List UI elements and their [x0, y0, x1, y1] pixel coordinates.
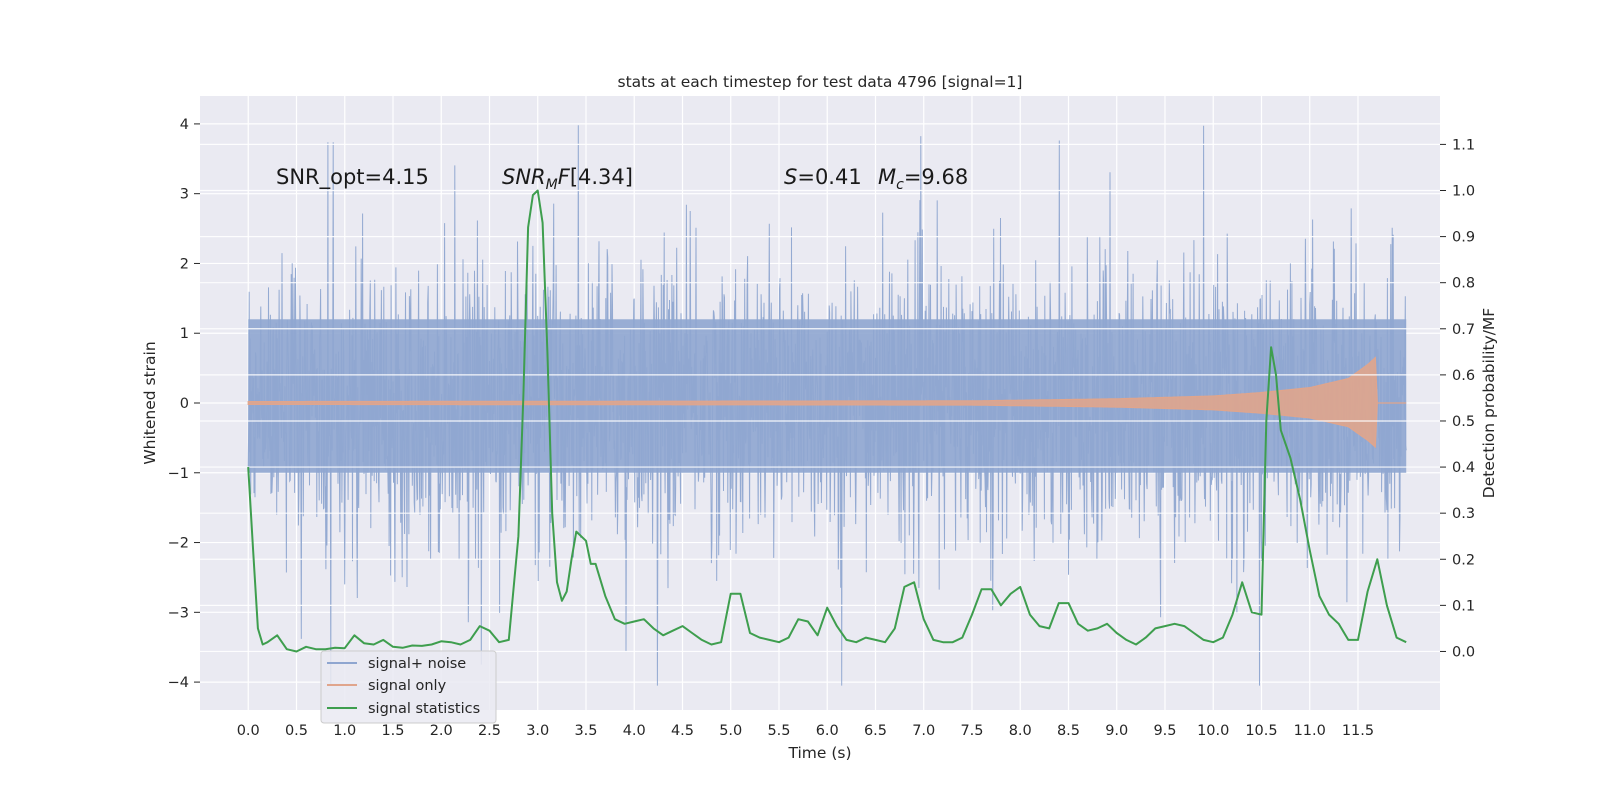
y2-tick-label: 0.4 [1452, 460, 1475, 476]
legend-label-noise: signal+ noise [368, 656, 466, 672]
y-tick-label: 0 [180, 396, 189, 412]
x-tick-label: 11.0 [1294, 723, 1326, 739]
annotation-mc: Mc=9.68 [878, 165, 968, 193]
x-tick-label: 10.0 [1197, 723, 1229, 739]
y-tick-label: 3 [180, 187, 189, 203]
x-tick-label: 11.5 [1342, 723, 1374, 739]
x-tick-label: 0.0 [237, 723, 260, 739]
y-tick-label: −3 [168, 605, 189, 621]
x-tick-label: 3.5 [574, 723, 597, 739]
x-tick-label: 1.5 [381, 723, 404, 739]
legend-label-statistics: signal statistics [368, 701, 480, 717]
x-tick-label: 7.5 [960, 723, 983, 739]
annotation-snr-opt: SNR_opt=4.15 [276, 165, 429, 190]
mc-symbol: M [878, 165, 896, 189]
legend-label-signal: signal only [368, 678, 447, 694]
chirp-envelope [247, 356, 1407, 449]
y-tick-label: 2 [180, 256, 189, 272]
y2-tick-label: 0.8 [1452, 276, 1475, 292]
x-tick-label: 5.5 [767, 723, 790, 739]
y-tick-label: −2 [168, 536, 189, 552]
x-tick-label: 0.5 [285, 723, 308, 739]
y2-tick-label: 0.2 [1452, 552, 1475, 568]
x-tick-label: 6.0 [816, 723, 839, 739]
x-tick-label: 4.5 [671, 723, 694, 739]
axis-ticks: 0.0 0.5 1.0 1.5 2.0 2.5 3.0 3.5 4.0 4.5 5.0 5.5 6.0 6… [168, 117, 1475, 739]
x-tick-label: 8.5 [1057, 723, 1080, 739]
annotation-snr-mf: SNRMF[4.34] [502, 165, 633, 193]
signal-only-series [247, 356, 1407, 449]
y-tick-label: 4 [180, 117, 189, 133]
right-axis-grid-lines [200, 143, 1440, 653]
y-tick-label: −1 [168, 466, 189, 482]
mc-subscript: c [896, 177, 904, 193]
y2-tick-label: 1.0 [1452, 183, 1475, 199]
y2-tick-label: 0.3 [1452, 506, 1475, 522]
legend-box [320, 650, 497, 724]
x-tick-label: 2.0 [430, 723, 453, 739]
y2-tick-label: 0.7 [1452, 322, 1475, 338]
y2-tick-label: 0.6 [1452, 368, 1475, 384]
y2-tick-label: 0.0 [1452, 644, 1475, 660]
x-tick-label: 9.5 [1153, 723, 1176, 739]
y-axis-label: Whitened strain [141, 341, 159, 464]
y2-tick-label: 0.1 [1452, 598, 1475, 614]
x-tick-label: 5.0 [719, 723, 742, 739]
y2-axis-label: Detection probability/MF [1480, 308, 1498, 499]
chart-title: stats at each timestep for test data 479… [618, 73, 1023, 91]
x-tick-label: 2.5 [478, 723, 501, 739]
statistics-line [247, 189, 1407, 653]
snr-mf-symbol: SNR [502, 165, 546, 189]
x-tick-label: 7.0 [912, 723, 935, 739]
snr-mf-f: F [558, 165, 571, 189]
signal-statistics-series [247, 189, 1407, 653]
x-tick-label: 1.0 [333, 723, 356, 739]
legend: signal+ noise signal only signal statist… [320, 650, 497, 724]
x-tick-label: 4.0 [623, 723, 646, 739]
x-axis-label: Time (s) [787, 744, 851, 762]
x-tick-label: 10.5 [1245, 723, 1277, 739]
mc-value: =9.68 [904, 165, 968, 189]
y2-tick-label: 0.9 [1452, 230, 1475, 246]
y2-tick-label: 1.1 [1452, 137, 1475, 153]
x-tick-label: 6.5 [864, 723, 887, 739]
x-tick-label: 9.0 [1105, 723, 1128, 739]
y2-tick-label: 0.5 [1452, 414, 1475, 430]
x-tick-label: 8.0 [1009, 723, 1032, 739]
snr-mf-subscript: M [546, 177, 558, 193]
y-tick-label: 1 [180, 326, 189, 342]
x-tick-label: 3.0 [526, 723, 549, 739]
y-tick-label: −4 [168, 675, 189, 691]
annotation-s: S=0.41 [784, 165, 862, 189]
s-symbol: S [784, 165, 797, 189]
s-value: =0.41 [797, 165, 861, 189]
snr-mf-value: [4.34] [570, 165, 633, 189]
